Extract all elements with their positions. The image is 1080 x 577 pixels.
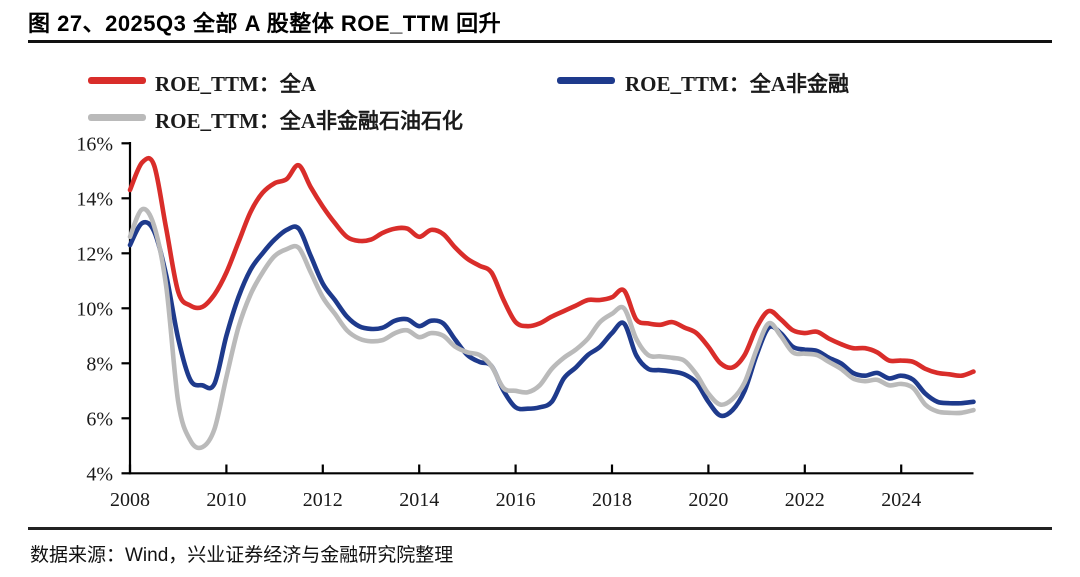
series-line-0	[127, 155, 976, 379]
data-source-text: 数据来源：Wind，兴业证券经济与金融研究院整理	[30, 545, 454, 566]
legend-label-non-financial: ROE_TTM：全A非金融	[625, 72, 850, 96]
x-tick-label: 2016	[496, 489, 536, 511]
y-tick-label: 16%	[76, 133, 113, 155]
legend-swatch-all-a	[88, 77, 146, 84]
series-line-1	[127, 219, 976, 419]
x-tick-label: 2024	[881, 489, 921, 511]
legend-swatch-non-financial	[557, 77, 615, 84]
x-tick-label: 2022	[785, 489, 825, 511]
figure-title: 图 27、2025Q3 全部 A 股整体 ROE_TTM 回升	[28, 11, 502, 36]
y-tick-label: 6%	[86, 408, 113, 430]
x-tick-label: 2010	[206, 489, 246, 511]
source-divider	[28, 527, 1052, 530]
y-tick-label: 10%	[76, 298, 113, 320]
x-tick-label: 2020	[688, 489, 728, 511]
x-tick-label: 2008	[110, 489, 150, 511]
y-tick-label: 4%	[86, 463, 113, 485]
title-underline	[28, 40, 1052, 43]
y-tick-label: 14%	[76, 188, 113, 210]
series-line-2	[127, 206, 976, 451]
x-tick-label: 2012	[303, 489, 343, 511]
legend-label-all-a: ROE_TTM：全A	[155, 72, 317, 96]
y-tick-label: 12%	[76, 243, 113, 265]
legend-label-non-fin-petro: ROE_TTM：全A非金融石油石化	[155, 109, 464, 133]
y-tick-label: 8%	[86, 353, 113, 375]
legend-swatch-non-fin-petro	[88, 114, 146, 121]
x-tick-label: 2014	[399, 489, 439, 511]
x-tick-label: 2018	[592, 489, 632, 511]
